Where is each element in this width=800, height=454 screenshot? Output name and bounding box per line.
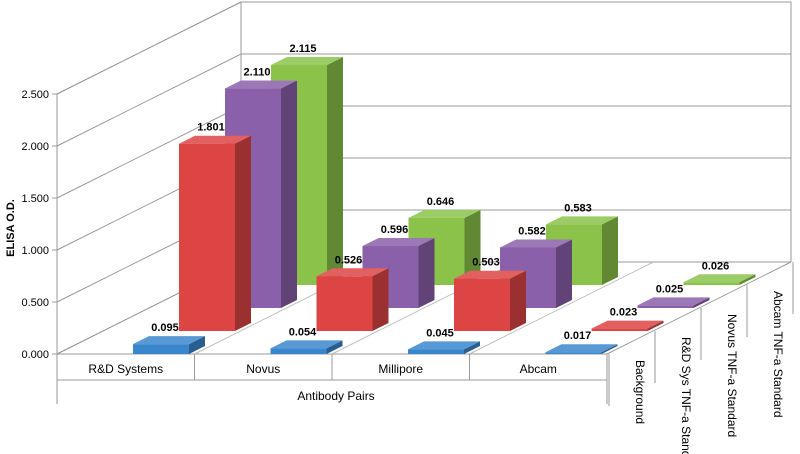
- bar-front: [637, 305, 694, 308]
- y-tick-label: 1.500: [21, 193, 49, 205]
- category-labels: R&D Systems Novus Millipore Abcam: [88, 362, 557, 376]
- bar-front: [316, 276, 373, 331]
- category-label: Millipore: [378, 362, 423, 376]
- bar-side: [556, 239, 572, 308]
- bar: [591, 320, 664, 331]
- floor-right-edge: [606, 261, 792, 355]
- bar-front: [683, 282, 740, 285]
- bar-side: [326, 340, 343, 354]
- bar-side: [327, 57, 343, 285]
- bar: [683, 274, 756, 285]
- category-label: Abcam: [520, 362, 557, 376]
- bar-top: [316, 268, 389, 277]
- bar-top: [683, 274, 756, 283]
- bar-side: [464, 209, 481, 285]
- data-label: 0.045: [426, 327, 454, 339]
- bar-top: [271, 57, 343, 66]
- series-label: Novus TNF-a Standard: [725, 314, 739, 437]
- bar: [179, 135, 251, 331]
- bar: [454, 270, 526, 331]
- data-label: 0.023: [610, 307, 638, 319]
- bar-top: [408, 209, 481, 218]
- bar: [408, 341, 480, 354]
- bar-top: [225, 80, 297, 89]
- gridline: [56, 105, 791, 199]
- data-label: 0.582: [518, 225, 546, 237]
- bars: 2.115 0.646 0.583 0.026 2.110 0.596 0.582 0.025…: [133, 43, 756, 354]
- y-tick-label: 2.000: [21, 141, 49, 153]
- bar-side: [739, 274, 756, 285]
- data-label: 1.801: [197, 122, 225, 134]
- category-label: Novus: [246, 362, 280, 376]
- data-label: 0.025: [656, 283, 684, 295]
- bar-side: [418, 238, 435, 308]
- data-label: 0.526: [335, 254, 363, 266]
- gridline: [56, 53, 791, 147]
- category-label: R&D Systems: [88, 362, 163, 376]
- bar-side: [189, 336, 205, 354]
- bar-top: [591, 320, 664, 329]
- bar-front: [408, 349, 464, 354]
- bar: [316, 268, 389, 331]
- data-label: 0.095: [151, 322, 179, 334]
- y-tick-label: 0.000: [21, 349, 49, 361]
- bar: [133, 336, 205, 354]
- y-tick-labels: 0.000 0.500 1.000 1.500 2.000 2.500: [21, 89, 49, 361]
- bar-front: [591, 328, 648, 331]
- bar-side: [647, 320, 664, 331]
- bar-front: [179, 143, 235, 331]
- data-label: 2.110: [244, 67, 271, 79]
- data-label: 0.017: [564, 330, 592, 342]
- bar-top: [545, 344, 618, 353]
- bar-top: [546, 216, 618, 225]
- bar-side: [372, 268, 389, 331]
- data-label: 0.596: [381, 224, 409, 236]
- bar-side: [601, 344, 618, 354]
- series-label: R&D Sys TNF-a Standard: [679, 337, 693, 454]
- bar-side: [235, 135, 251, 331]
- y-tick-label: 1.000: [21, 245, 49, 257]
- bar: [270, 340, 343, 354]
- bar-top: [133, 336, 205, 345]
- y-tick-label: 2.500: [21, 89, 49, 101]
- floor-divider: [469, 261, 654, 355]
- series-label: Abcam TNF-a Standard: [771, 291, 785, 418]
- gridline: [56, 1, 791, 95]
- bar-front: [545, 352, 602, 354]
- bar-front: [270, 348, 327, 354]
- data-label: 0.646: [427, 196, 455, 208]
- data-label: 2.115: [290, 43, 317, 55]
- data-label: 0.583: [564, 202, 592, 214]
- bar-front: [133, 344, 189, 354]
- bar-top: [454, 270, 526, 279]
- series-labels: Background R&D Sys TNF-a Standard Novus TN…: [633, 291, 785, 454]
- data-label: 0.503: [472, 257, 500, 269]
- bar-top: [408, 341, 480, 350]
- data-label: 0.054: [289, 326, 317, 338]
- bar-side: [464, 341, 480, 354]
- bar-side: [602, 216, 618, 285]
- x-axis-title: Antibody Pairs: [297, 389, 374, 403]
- series-label: Background: [633, 360, 647, 424]
- bar: [545, 344, 618, 354]
- bar-front: [454, 278, 510, 331]
- data-label: 0.026: [702, 260, 730, 272]
- bar: [637, 297, 710, 308]
- bar-top: [500, 239, 572, 248]
- y-axis-title: ELISA O.D.: [5, 199, 17, 257]
- bar-top: [179, 135, 251, 144]
- bar-side: [281, 80, 297, 308]
- bar-side: [510, 270, 526, 331]
- y-tick-label: 0.500: [21, 297, 49, 309]
- bar-side: [693, 297, 710, 308]
- bar-top: [362, 238, 435, 247]
- bar-top: [637, 297, 710, 306]
- bar-top: [270, 340, 343, 349]
